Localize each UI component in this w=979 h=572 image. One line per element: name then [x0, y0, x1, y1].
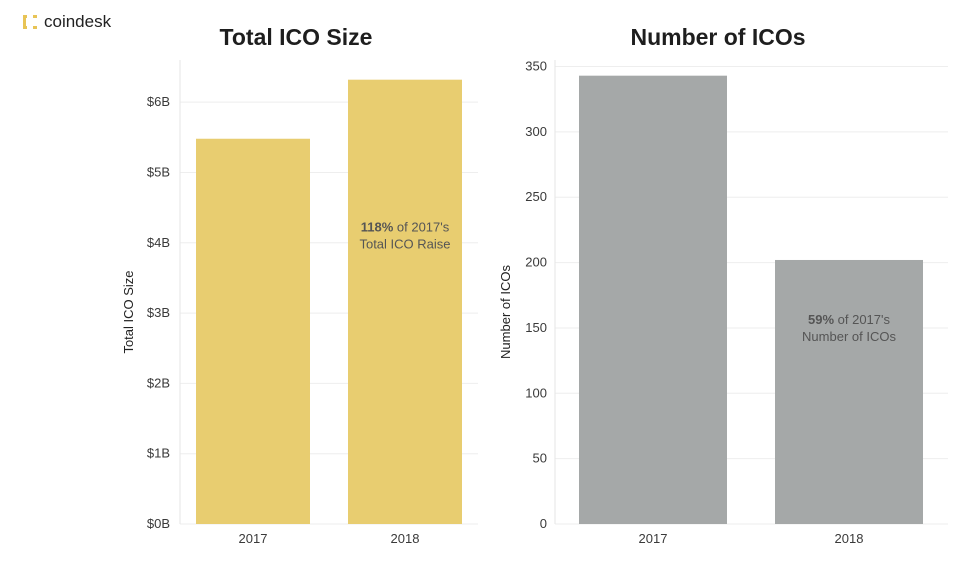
bar-2018	[348, 79, 462, 524]
annotation-line-1: 59% of 2017's	[808, 312, 890, 327]
y-tick-label: 100	[525, 385, 547, 400]
chart-1: $0B $1B $2B $3B $4B $5B $6B Total ICO Size Total…	[121, 24, 478, 546]
brand-name: coindesk	[44, 12, 112, 31]
coindesk-logo: coindesk	[22, 12, 111, 32]
annotation-line-1: 118% of 2017's	[361, 219, 450, 234]
y-tick-label: $6B	[147, 94, 170, 109]
annotation-line-1-rest: of 2017's	[834, 312, 890, 327]
bar-2017	[579, 75, 727, 524]
annotation-line-1-rest: of 2017's	[393, 219, 449, 234]
coindesk-bracket-icon	[23, 15, 37, 29]
y-tick-label: 350	[525, 59, 547, 74]
y-tick-label: 200	[525, 255, 547, 270]
x-tick-label: 2018	[835, 531, 864, 546]
x-tick-label: 2017	[639, 531, 668, 546]
annotation-line-2: Total ICO Raise	[359, 236, 450, 251]
x-tick-label: 2017	[239, 531, 268, 546]
y-tick-label: 300	[525, 124, 547, 139]
annotation-percent: 59%	[808, 312, 834, 327]
annotation-percent: 118%	[361, 219, 394, 234]
y-tick-label: 50	[533, 451, 547, 466]
y-tick-label: 250	[525, 189, 547, 204]
bar-2017	[196, 138, 310, 525]
y-tick-label: $5B	[147, 164, 170, 179]
y-axis-label: Number of ICOs	[498, 265, 513, 359]
y-tick-label: $4B	[147, 235, 170, 250]
y-tick-label: $0B	[147, 516, 170, 531]
x-tick-label: 2018	[391, 531, 420, 546]
y-tick-label: $3B	[147, 305, 170, 320]
y-axis-label: Total ICO Size	[121, 270, 136, 353]
bar-2018	[775, 259, 923, 524]
y-tick-label: 150	[525, 320, 547, 335]
y-tick-label: $1B	[147, 446, 170, 461]
chart-title: Number of ICOs	[630, 24, 805, 50]
annotation-line-2: Number of ICOs	[802, 329, 896, 344]
chart-title: Total ICO Size	[220, 24, 373, 50]
chart-2: 0 50 100 150 200 250 300 350 Number of ICOs Numbe…	[498, 24, 948, 546]
y-tick-label: 0	[540, 516, 547, 531]
y-tick-label: $2B	[147, 375, 170, 390]
